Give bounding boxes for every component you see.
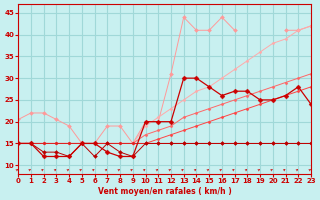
- X-axis label: Vent moyen/en rafales ( km/h ): Vent moyen/en rafales ( km/h ): [98, 187, 231, 196]
